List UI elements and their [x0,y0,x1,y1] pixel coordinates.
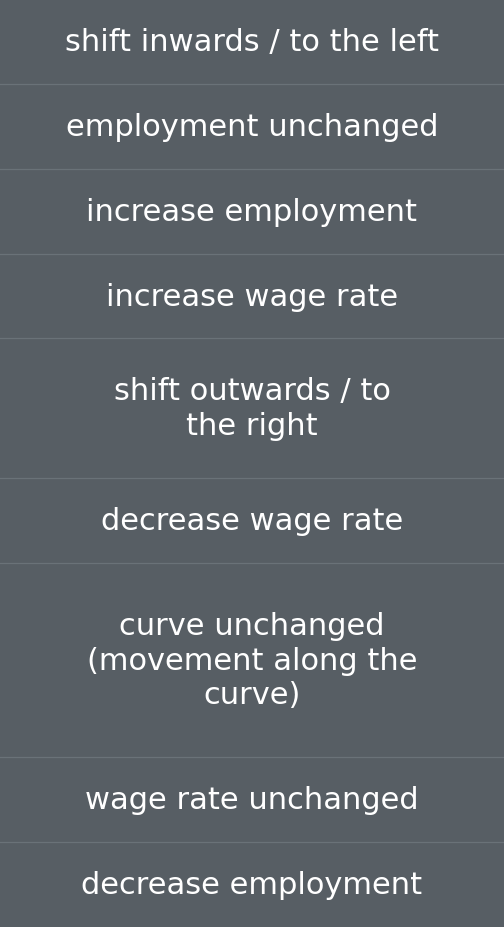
Text: wage rate unchanged: wage rate unchanged [85,785,419,814]
Text: increase employment: increase employment [87,197,417,226]
Text: shift inwards / to the left: shift inwards / to the left [65,28,439,57]
Text: decrease employment: decrease employment [82,870,422,899]
Text: decrease wage rate: decrease wage rate [101,506,403,536]
Text: curve unchanged
(movement along the
curve): curve unchanged (movement along the curv… [87,611,417,709]
Text: employment unchanged: employment unchanged [66,113,438,142]
Text: shift outwards / to
the right: shift outwards / to the right [113,377,391,440]
Text: increase wage rate: increase wage rate [106,282,398,311]
